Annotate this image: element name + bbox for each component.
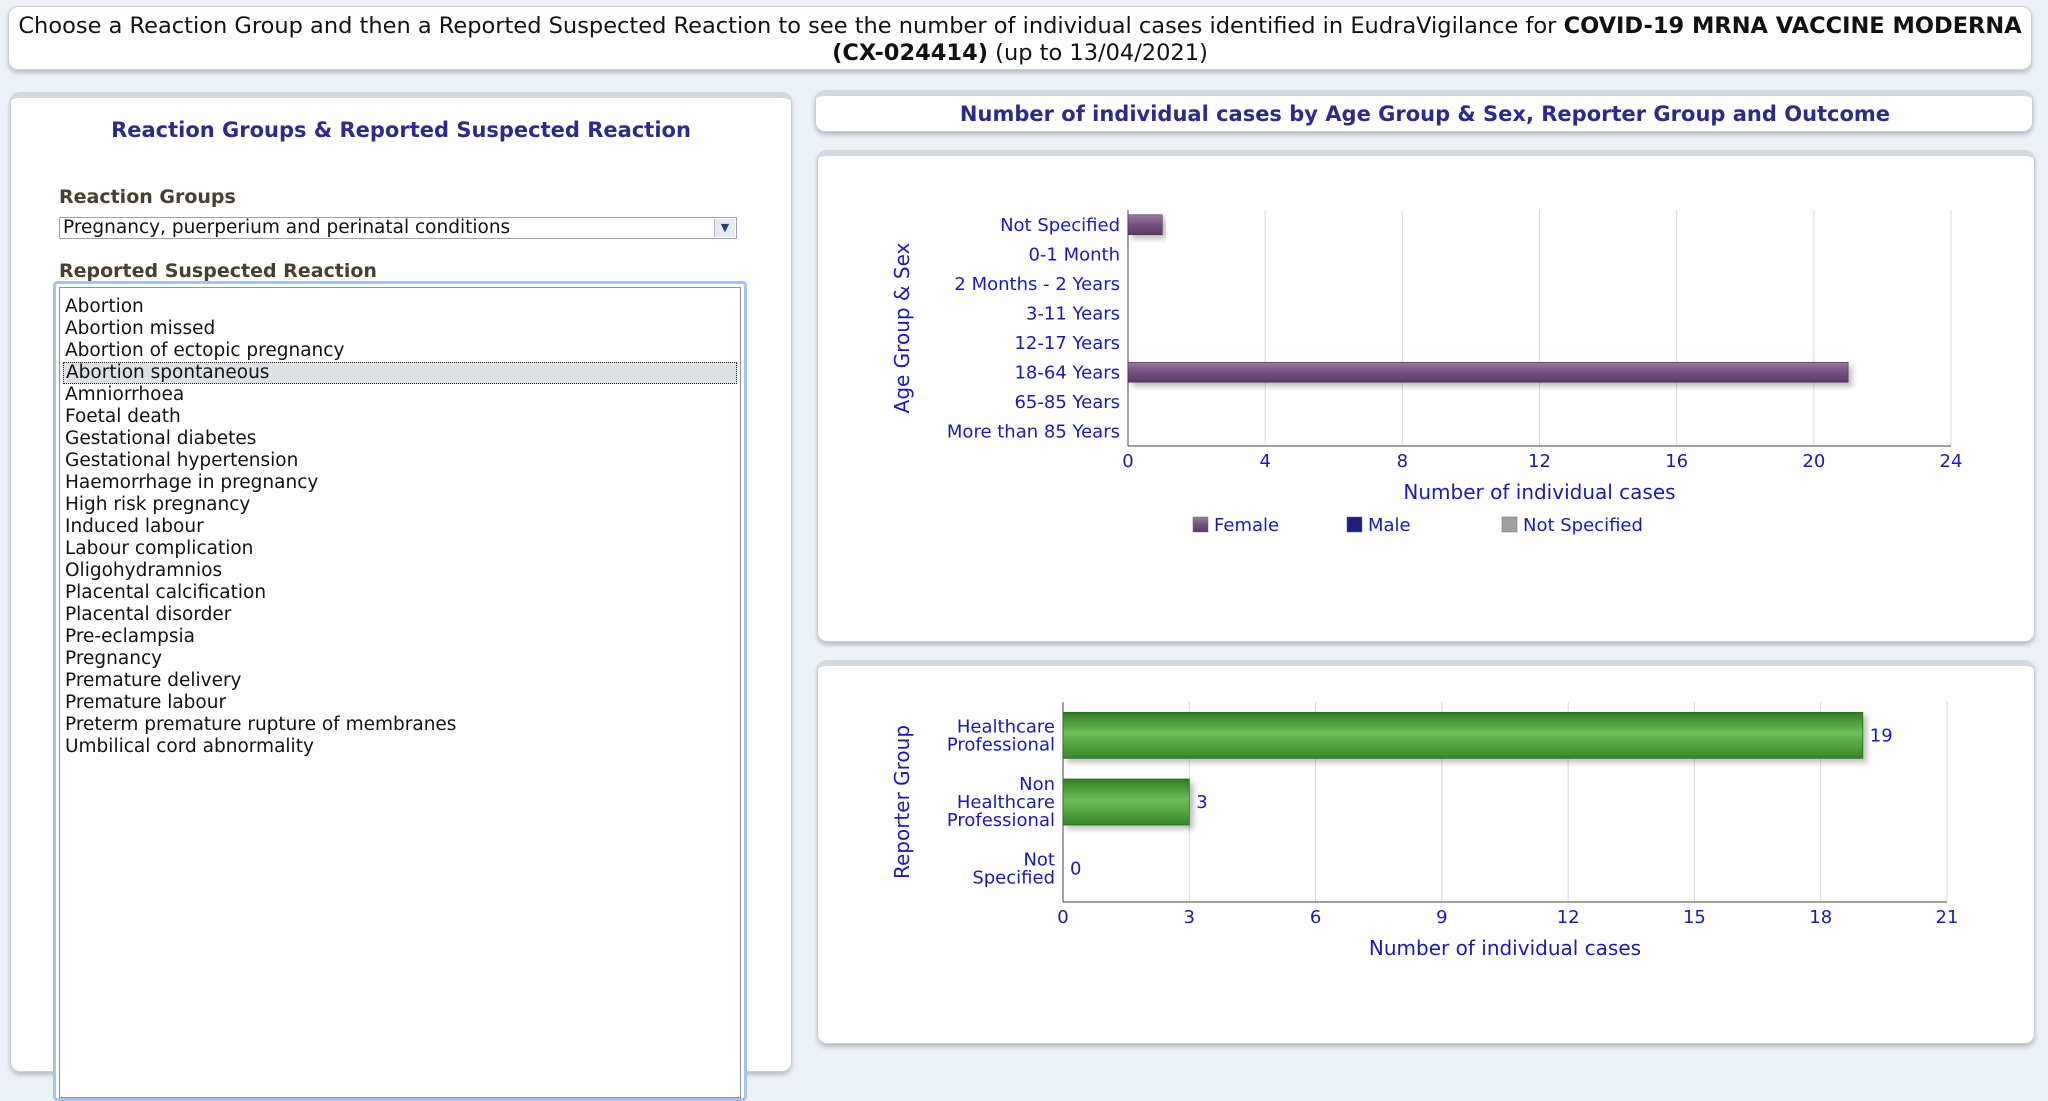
reaction-option[interactable]: Gestational hypertension [65, 450, 299, 471]
instruction-prefix: Choose a Reaction Group and then a Repor… [18, 13, 1564, 39]
y-category-label-line: Professional [947, 734, 1055, 755]
chevron-down-icon[interactable]: ▼ [714, 219, 735, 237]
y-category-label-line: Not [1023, 850, 1055, 871]
x-tick-label: 20 [1802, 451, 1825, 472]
bar-data-label: 3 [1196, 792, 1207, 813]
legend-swatch-not-specified [1501, 516, 1518, 533]
y-category-label: 2 Months - 2 Years [954, 274, 1120, 295]
x-tick-label: 4 [1259, 451, 1270, 472]
x-tick-label: 15 [1683, 907, 1706, 928]
reported-reaction-options: Abortion Abortion missed Abortion of ectop… [59, 287, 741, 1098]
x-tick-label: 3 [1184, 907, 1195, 928]
reaction-option[interactable]: Amniorrhoea [65, 384, 185, 405]
y-axis-title: Reporter Group [890, 725, 914, 879]
legend-swatch-male [1346, 516, 1363, 533]
chart-section-header: Number of individual cases by Age Group … [815, 90, 2033, 132]
x-tick-label: 12 [1557, 907, 1580, 928]
reaction-option[interactable]: Placental disorder [65, 604, 232, 625]
y-category-label: 12-17 Years [1014, 333, 1120, 354]
reaction-option[interactable]: Foetal death [65, 406, 181, 427]
reporter-chart-panel: 0 3 6 9 12 15 18 21 Healthcare Professional 19 Non H… [817, 660, 2035, 1044]
reaction-option[interactable]: High risk pregnancy [65, 494, 251, 515]
x-tick-label: 24 [1940, 451, 1963, 472]
reaction-option[interactable]: Induced labour [65, 516, 204, 537]
reaction-group-selected-value: Pregnancy, puerperium and perinatal cond… [63, 217, 511, 238]
reaction-option[interactable]: Premature delivery [65, 670, 242, 691]
x-axis-title: Number of individual cases [1403, 480, 1675, 504]
y-axis-title: Age Group & Sex [890, 242, 914, 413]
y-category-label: Not Specified [1000, 215, 1120, 236]
instruction-banner: Choose a Reaction Group and then a Repor… [8, 6, 2032, 70]
y-category-label-line: Professional [947, 810, 1055, 831]
reaction-selection-panel: Reaction Groups & Reported Suspected Rea… [10, 92, 792, 1101]
reaction-option[interactable]: Haemorrhage in pregnancy [65, 472, 319, 493]
age-sex-chart: 0 4 8 12 16 20 24 Not Specified 0-1 Month 2 Month… [890, 210, 1963, 536]
y-category-label-line: Non [1019, 774, 1055, 795]
bar-data-label: 0 [1070, 859, 1081, 880]
x-tick-label: 12 [1528, 451, 1551, 472]
reporter-bar [1062, 711, 1864, 759]
chart-section-title: Number of individual cases by Age Group … [959, 102, 1891, 126]
x-tick-label: 8 [1397, 451, 1408, 472]
reporter-bar [1062, 778, 1190, 826]
reaction-groups-label: Reaction Groups [59, 186, 236, 208]
y-category-label: More than 85 Years [947, 421, 1120, 442]
x-tick-label: 21 [1936, 907, 1959, 928]
product-name: COVID-19 MRNA VACCINE MODERNA (CX-024414… [832, 13, 2022, 66]
reaction-option[interactable]: Labour complication [65, 538, 254, 559]
reaction-option[interactable]: Pregnancy [65, 648, 163, 669]
reaction-option[interactable]: Umbilical cord abnormality [65, 736, 314, 757]
reaction-option[interactable]: Abortion spontaneous [63, 362, 737, 384]
reaction-group-select[interactable]: Pregnancy, puerperium and perinatal cond… [59, 217, 737, 239]
y-category-label-line: Healthcare [957, 716, 1055, 737]
reaction-option[interactable]: Preterm premature rupture of membranes [65, 714, 457, 735]
x-tick-label: 18 [1809, 907, 1832, 928]
legend-label-male: Male [1368, 515, 1411, 536]
bar-data-label: 19 [1870, 725, 1893, 746]
y-category-label: 3-11 Years [1026, 303, 1120, 324]
reaction-option[interactable]: Abortion missed [65, 318, 216, 339]
reaction-option[interactable]: Pre-eclampsia [65, 626, 195, 647]
left-panel-title: Reaction Groups & Reported Suspected Rea… [111, 118, 691, 142]
reported-reaction-listbox[interactable]: Abortion Abortion missed Abortion of ectop… [53, 281, 747, 1101]
y-category-label-line: Healthcare [957, 792, 1055, 813]
x-tick-label: 0 [1122, 451, 1133, 472]
reaction-option[interactable]: Abortion [65, 296, 144, 317]
y-category-label-line: Specified [972, 868, 1055, 889]
reaction-option[interactable]: Abortion of ectopic pregnancy [65, 340, 345, 361]
age-sex-chart-panel: 0 4 8 12 16 20 24 Not Specified 0-1 Month 2 Month… [817, 150, 2035, 642]
y-category-label: Non Healthcare Professional [947, 774, 1055, 831]
reported-reaction-label: Reported Suspected Reaction [59, 260, 377, 282]
x-tick-label: 9 [1436, 907, 1447, 928]
reaction-option[interactable]: Gestational diabetes [65, 428, 257, 449]
legend-label-not-specified: Not Specified [1523, 515, 1643, 536]
y-category-label: Not Specified [972, 850, 1055, 889]
x-tick-label: 6 [1310, 907, 1321, 928]
y-category-label: 0-1 Month [1028, 244, 1120, 265]
x-axis-title: Number of individual cases [1369, 936, 1641, 960]
y-category-label: 65-85 Years [1014, 392, 1120, 413]
bar-female [1127, 361, 1849, 383]
reaction-option[interactable]: Oligohydramnios [65, 560, 223, 581]
reaction-option[interactable]: Premature labour [65, 692, 227, 713]
legend-label-female: Female [1214, 515, 1279, 536]
instruction-suffix: (up to 13/04/2021) [988, 40, 1208, 66]
x-tick-label: 16 [1665, 451, 1688, 472]
bar-female [1127, 214, 1163, 236]
x-tick-label: 0 [1057, 907, 1068, 928]
reaction-option[interactable]: Placental calcification [65, 582, 267, 603]
y-category-label: 18-64 Years [1014, 362, 1120, 383]
legend-swatch-female [1192, 516, 1209, 533]
y-category-label: Healthcare Professional [947, 716, 1055, 755]
